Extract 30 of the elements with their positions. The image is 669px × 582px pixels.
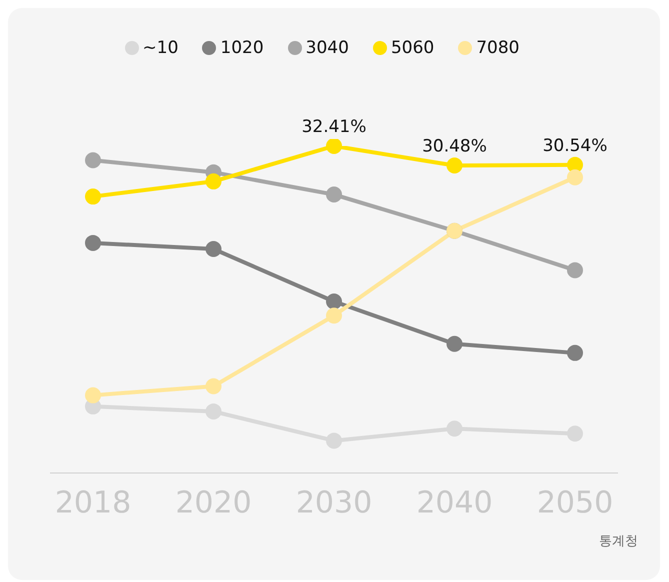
- legend-label: 1020: [220, 38, 264, 58]
- point: [85, 188, 101, 205]
- legend-label: 7080: [476, 38, 520, 58]
- point: [85, 387, 101, 404]
- point: [85, 234, 101, 251]
- point: [206, 241, 222, 258]
- point: [446, 157, 462, 174]
- text: 통계청: [599, 533, 638, 550]
- point: [206, 173, 222, 190]
- data-label: 30.48%: [422, 136, 487, 156]
- point: [567, 262, 583, 278]
- point: [567, 156, 583, 173]
- data-label: 30.54%: [542, 136, 608, 156]
- point: [85, 152, 101, 168]
- point: [567, 169, 583, 186]
- legend-label: ~10: [142, 38, 178, 58]
- point: [326, 139, 342, 154]
- point: [326, 308, 342, 324]
- point: [446, 420, 462, 437]
- point: [206, 378, 222, 394]
- point: [326, 293, 342, 310]
- point: [567, 344, 583, 361]
- data-label: 32.41%: [302, 117, 366, 137]
- point: [206, 403, 222, 420]
- point: [567, 426, 583, 442]
- legend-label: 3040: [306, 38, 349, 58]
- point: [326, 186, 342, 203]
- legend-label: 5060: [390, 38, 434, 58]
- point: [326, 432, 342, 449]
- point: [446, 336, 462, 352]
